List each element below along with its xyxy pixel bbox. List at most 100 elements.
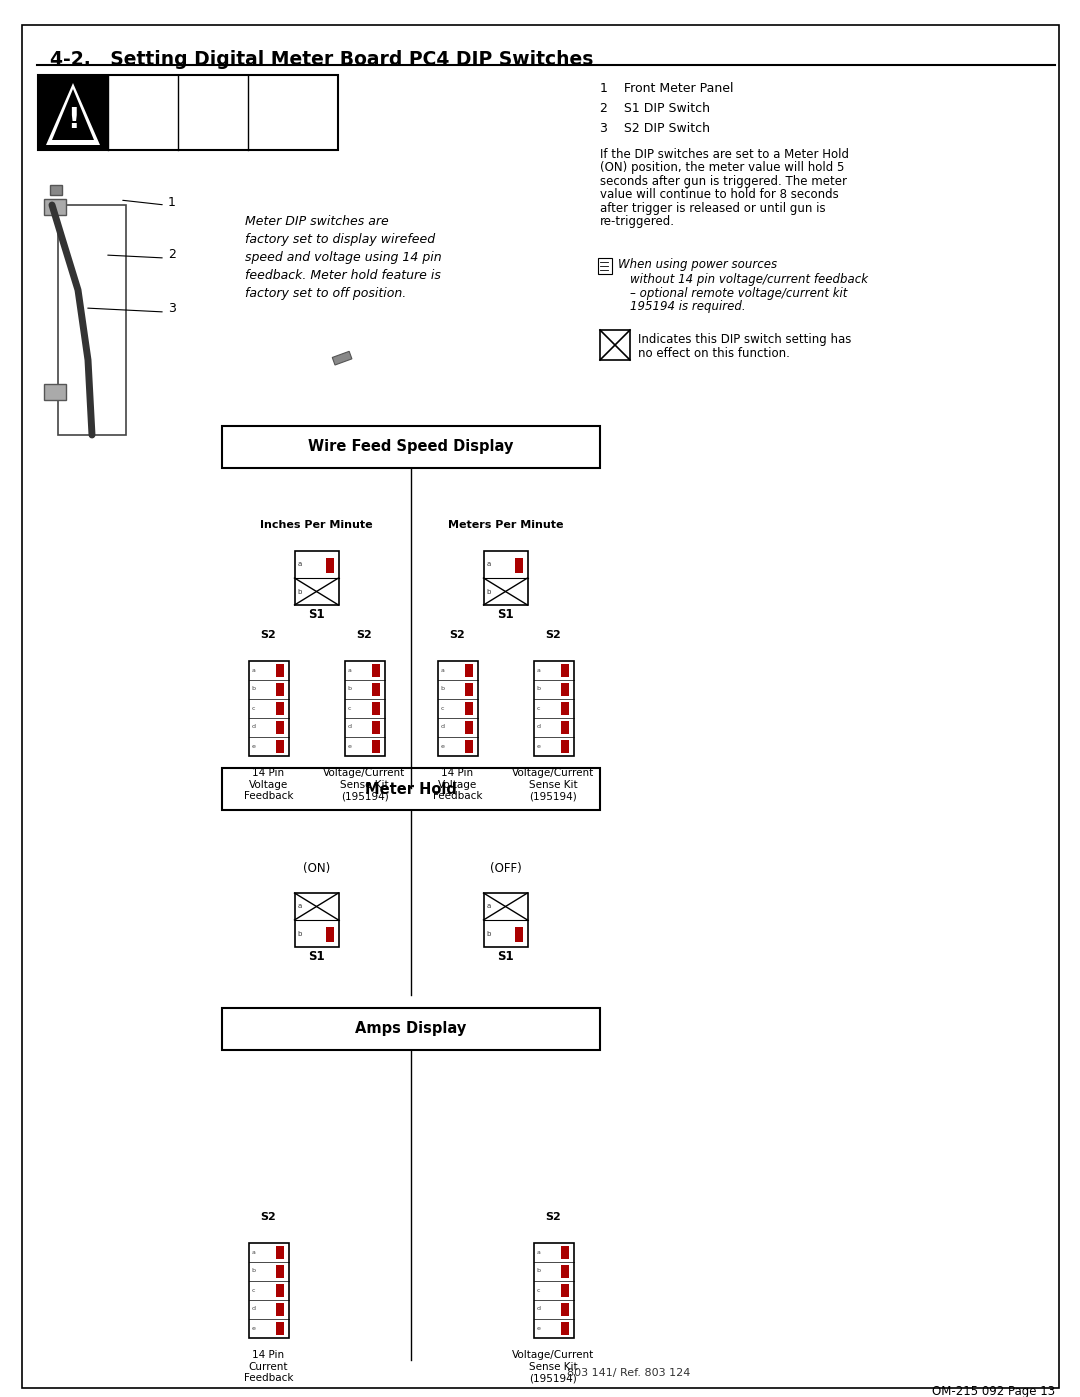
Bar — [275, 721, 283, 733]
Bar — [484, 550, 527, 605]
Text: e: e — [537, 743, 540, 749]
Text: a: a — [486, 562, 490, 567]
Bar — [38, 75, 108, 149]
Bar — [561, 1302, 568, 1316]
Text: b: b — [252, 686, 256, 692]
Bar — [372, 664, 379, 676]
Bar — [50, 184, 62, 196]
Text: If the DIP switches are set to a Meter Hold: If the DIP switches are set to a Meter H… — [600, 148, 849, 161]
Text: e: e — [252, 1326, 255, 1330]
Bar — [437, 661, 477, 756]
Text: e: e — [537, 1326, 540, 1330]
Bar — [484, 893, 527, 947]
Bar — [464, 739, 473, 753]
Bar — [464, 701, 473, 714]
Text: d: d — [252, 1306, 256, 1312]
Text: S2: S2 — [260, 630, 276, 640]
Text: a: a — [486, 904, 490, 909]
Bar — [600, 330, 630, 360]
Text: feedback. Meter hold feature is: feedback. Meter hold feature is — [245, 270, 441, 282]
Bar — [275, 1322, 283, 1334]
Bar — [561, 701, 568, 714]
Bar — [44, 198, 66, 215]
Text: b: b — [537, 686, 540, 692]
Text: b: b — [252, 1268, 256, 1274]
Text: b: b — [486, 930, 491, 936]
Bar — [325, 557, 334, 573]
Bar — [222, 426, 600, 468]
Text: c: c — [252, 1288, 255, 1292]
Bar — [275, 701, 283, 714]
Bar — [275, 683, 283, 696]
Text: d: d — [348, 725, 351, 729]
Bar — [295, 893, 338, 947]
Bar — [325, 928, 334, 942]
Text: Wire Feed Speed Display: Wire Feed Speed Display — [308, 440, 514, 454]
Text: value will continue to hold for 8 seconds: value will continue to hold for 8 second… — [600, 189, 839, 201]
Bar — [561, 1264, 568, 1277]
Text: b: b — [537, 1268, 540, 1274]
Bar — [248, 1242, 288, 1337]
Bar — [372, 739, 379, 753]
Bar — [561, 1284, 568, 1296]
Text: Voltage/Current
Sense Kit
(195194): Voltage/Current Sense Kit (195194) — [512, 768, 595, 802]
Text: 2    S1 DIP Switch: 2 S1 DIP Switch — [600, 102, 710, 115]
Text: e: e — [348, 743, 351, 749]
Bar — [514, 928, 523, 942]
Bar — [561, 1322, 568, 1334]
Text: (OFF): (OFF) — [489, 862, 522, 875]
Text: c: c — [252, 705, 255, 711]
Text: 3: 3 — [168, 302, 176, 314]
Text: b: b — [486, 588, 491, 595]
Text: !: ! — [67, 106, 79, 134]
Text: d: d — [441, 725, 445, 729]
Text: a: a — [297, 904, 301, 909]
Text: S2: S2 — [260, 1213, 276, 1222]
Text: a: a — [297, 562, 301, 567]
Text: S2: S2 — [449, 630, 465, 640]
Polygon shape — [52, 89, 94, 140]
Text: S1: S1 — [308, 608, 325, 622]
Text: Inches Per Minute: Inches Per Minute — [260, 520, 373, 529]
Text: b: b — [297, 588, 302, 595]
Text: S1: S1 — [497, 950, 514, 963]
Text: 1: 1 — [168, 196, 176, 208]
Text: S1: S1 — [308, 950, 325, 963]
Bar — [464, 683, 473, 696]
Text: c: c — [348, 705, 351, 711]
Text: Indicates this DIP switch setting has: Indicates this DIP switch setting has — [638, 332, 851, 346]
Text: 14 Pin
Voltage
Feedback: 14 Pin Voltage Feedback — [244, 768, 294, 802]
Bar — [275, 1246, 283, 1259]
Text: re-triggered.: re-triggered. — [600, 215, 675, 229]
Bar — [561, 739, 568, 753]
Text: 14 Pin
Current
Feedback: 14 Pin Current Feedback — [244, 1350, 294, 1383]
Text: S2: S2 — [356, 630, 373, 640]
Bar — [464, 664, 473, 676]
Text: S1: S1 — [497, 608, 514, 622]
Text: 1    Front Meter Panel: 1 Front Meter Panel — [600, 82, 733, 95]
Bar — [561, 664, 568, 676]
Text: 3    S2 DIP Switch: 3 S2 DIP Switch — [600, 122, 710, 136]
Bar — [275, 1264, 283, 1277]
Text: 195194 is required.: 195194 is required. — [630, 300, 745, 313]
Text: after trigger is released or until gun is: after trigger is released or until gun i… — [600, 203, 825, 215]
Text: – optional remote voltage/current kit: – optional remote voltage/current kit — [630, 286, 848, 299]
Text: 14 Pin
Voltage
Feedback: 14 Pin Voltage Feedback — [433, 768, 483, 802]
Text: a: a — [441, 668, 444, 672]
Text: 2: 2 — [168, 249, 176, 261]
Text: c: c — [441, 705, 444, 711]
Bar — [248, 661, 288, 756]
Bar — [598, 258, 612, 274]
Text: d: d — [252, 725, 256, 729]
Bar — [372, 683, 379, 696]
Text: speed and voltage using 14 pin: speed and voltage using 14 pin — [245, 251, 442, 264]
Text: a: a — [252, 1249, 255, 1255]
Text: a: a — [537, 1249, 540, 1255]
Bar — [561, 1246, 568, 1259]
Text: Voltage/Current
Sense Kit
(195194): Voltage/Current Sense Kit (195194) — [512, 1350, 595, 1383]
Text: 4-2.   Setting Digital Meter Board PC4 DIP Switches: 4-2. Setting Digital Meter Board PC4 DIP… — [50, 50, 593, 68]
Text: S2: S2 — [545, 630, 562, 640]
Bar — [561, 683, 568, 696]
Text: e: e — [252, 743, 255, 749]
Bar — [222, 1009, 600, 1051]
